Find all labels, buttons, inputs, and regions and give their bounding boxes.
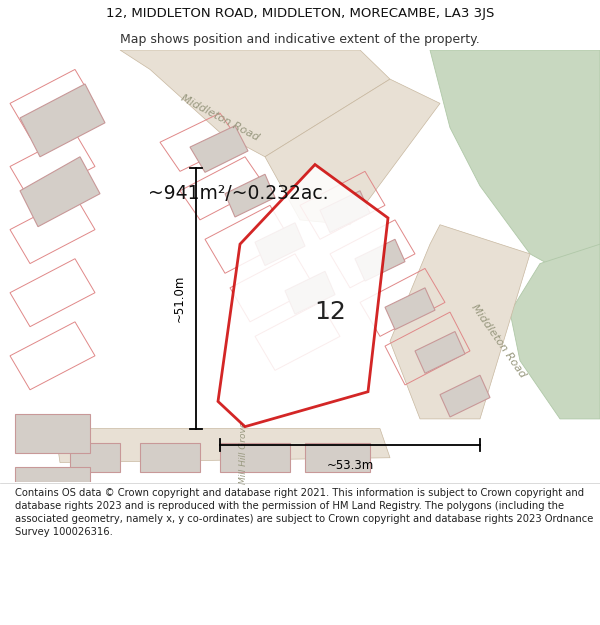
Polygon shape (355, 239, 405, 281)
Polygon shape (390, 225, 530, 419)
Polygon shape (305, 443, 370, 472)
Polygon shape (415, 331, 465, 373)
Polygon shape (218, 164, 388, 427)
Polygon shape (385, 288, 435, 329)
Text: Map shows position and indicative extent of the property.: Map shows position and indicative extent… (120, 32, 480, 46)
Text: Middleton Road: Middleton Road (469, 302, 527, 380)
Polygon shape (15, 414, 90, 453)
Polygon shape (255, 222, 305, 266)
Polygon shape (440, 375, 490, 417)
Polygon shape (285, 271, 335, 314)
Polygon shape (430, 50, 600, 292)
Text: Mill Hill Grove: Mill Hill Grove (239, 422, 248, 484)
Text: ~941m²/~0.232ac.: ~941m²/~0.232ac. (148, 184, 329, 203)
Polygon shape (20, 84, 105, 157)
Text: ~51.0m: ~51.0m (173, 275, 186, 322)
Polygon shape (320, 191, 370, 232)
Polygon shape (15, 468, 90, 482)
Text: 12, MIDDLETON ROAD, MIDDLETON, MORECAMBE, LA3 3JS: 12, MIDDLETON ROAD, MIDDLETON, MORECAMBE… (106, 8, 494, 21)
Polygon shape (510, 244, 600, 419)
Polygon shape (220, 443, 290, 472)
Polygon shape (55, 429, 390, 462)
Polygon shape (120, 50, 390, 157)
Polygon shape (190, 126, 248, 173)
Polygon shape (20, 157, 100, 227)
Text: Contains OS data © Crown copyright and database right 2021. This information is : Contains OS data © Crown copyright and d… (15, 488, 593, 538)
Polygon shape (140, 443, 200, 472)
Text: Middleton Road: Middleton Road (179, 93, 261, 143)
Polygon shape (265, 79, 440, 225)
Polygon shape (70, 443, 120, 472)
Polygon shape (225, 174, 275, 217)
Text: 12: 12 (314, 300, 346, 324)
Text: ~53.3m: ~53.3m (326, 459, 374, 472)
